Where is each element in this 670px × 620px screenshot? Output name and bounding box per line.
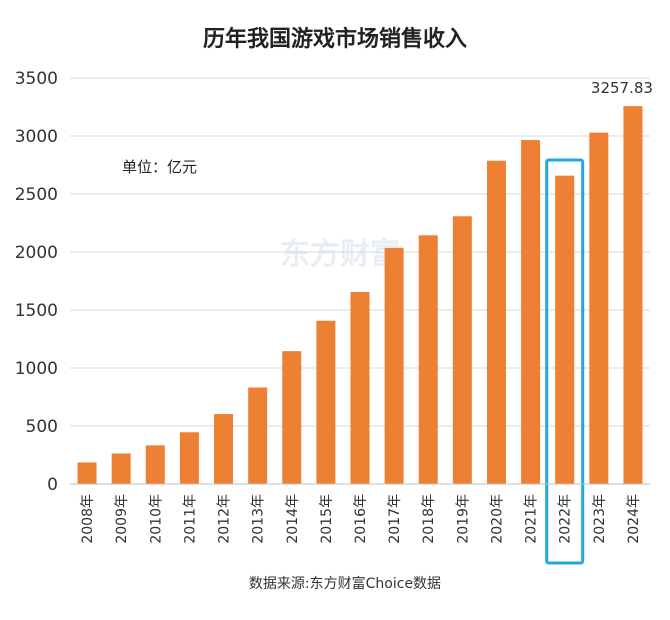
bar bbox=[316, 320, 336, 484]
x-tick-label: 2018年 bbox=[421, 494, 437, 544]
source-note: 数据来源:东方财富Choice数据 bbox=[249, 575, 441, 592]
x-tick-label: 2023年 bbox=[592, 494, 608, 544]
x-tick-label: 2014年 bbox=[285, 494, 301, 544]
y-tick-label: 1500 bbox=[15, 301, 58, 321]
bar bbox=[282, 351, 302, 484]
y-tick-label: 3000 bbox=[15, 127, 58, 147]
bar bbox=[111, 453, 131, 484]
y-tick-label: 0 bbox=[47, 475, 58, 495]
x-tick-label: 2020年 bbox=[489, 494, 505, 544]
bar bbox=[179, 432, 199, 484]
bar bbox=[623, 106, 643, 484]
x-tick-label: 2017年 bbox=[387, 494, 403, 544]
bar bbox=[77, 462, 97, 484]
x-tick-label: 2012年 bbox=[217, 494, 233, 544]
x-tick-label: 2008年 bbox=[80, 494, 96, 544]
x-tick-label: 2021年 bbox=[524, 494, 540, 544]
x-tick-label: 2010年 bbox=[148, 494, 164, 544]
watermark: 东方财富 bbox=[280, 237, 400, 272]
bar bbox=[452, 216, 472, 484]
x-tick-label: 2024年 bbox=[626, 494, 642, 544]
highlight-box bbox=[545, 158, 585, 565]
y-tick-label: 2500 bbox=[15, 185, 58, 205]
data-label: 3257.83 bbox=[591, 79, 653, 97]
y-tick-label: 2000 bbox=[15, 243, 58, 263]
bar bbox=[248, 387, 268, 484]
x-tick-label: 2019年 bbox=[455, 494, 471, 544]
chart-title: 历年我国游戏市场销售收入 bbox=[203, 26, 467, 52]
bar bbox=[418, 235, 438, 484]
bar bbox=[350, 292, 370, 484]
bar bbox=[214, 414, 234, 484]
bar bbox=[521, 140, 541, 484]
unit-label: 单位：亿元 bbox=[122, 158, 197, 176]
x-tick-label: 2009年 bbox=[114, 494, 130, 544]
x-tick-label: 2015年 bbox=[319, 494, 335, 544]
bar bbox=[384, 247, 404, 484]
x-tick-label: 2013年 bbox=[251, 494, 267, 544]
x-tick-label: 2011年 bbox=[182, 494, 198, 544]
y-tick-label: 1000 bbox=[15, 359, 58, 379]
bar bbox=[555, 175, 575, 484]
bar bbox=[589, 132, 609, 485]
y-tick-label: 500 bbox=[26, 417, 58, 437]
bar bbox=[145, 445, 165, 484]
x-tick-label: 2022年 bbox=[558, 494, 574, 544]
bar bbox=[486, 160, 506, 484]
x-tick-label: 2016年 bbox=[353, 494, 369, 544]
y-tick-label: 3500 bbox=[15, 69, 58, 89]
